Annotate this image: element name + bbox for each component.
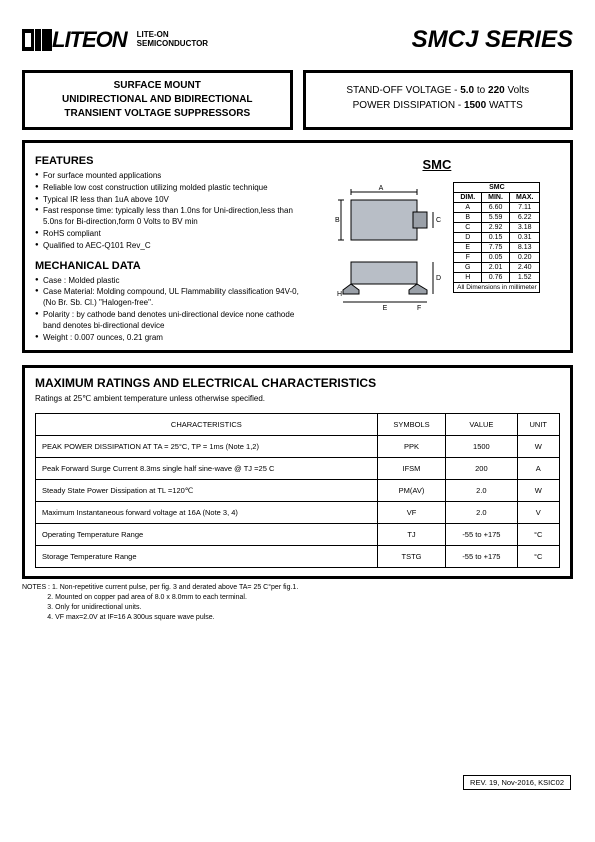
tag-l2: SEMICONDUCTOR bbox=[137, 40, 208, 49]
dimension-table: SMCDIM.MIN.MAX.A6.607.11B5.596.22C2.923.… bbox=[453, 182, 540, 283]
left-column: FEATURES For surface mounted application… bbox=[35, 151, 306, 344]
list-item: Weight : 0.007 ounces, 0.21 gram bbox=[35, 333, 306, 344]
diagram-icon: A B C E H F D bbox=[333, 182, 443, 312]
features-list: For surface mounted applicationsReliable… bbox=[35, 171, 306, 252]
table-row: Operating Temperature RangeTJ-55 to +175… bbox=[36, 524, 560, 546]
svg-text:C: C bbox=[436, 217, 441, 224]
logo-block: LITEON LITE-ON SEMICONDUCTOR bbox=[22, 27, 208, 53]
logo: LITEON bbox=[22, 27, 127, 53]
list-item: Case : Molded plastic bbox=[35, 276, 306, 287]
header: LITEON LITE-ON SEMICONDUCTOR SMCJ SERIES bbox=[22, 18, 573, 62]
list-item: Typical IR less than 1uA above 10V bbox=[35, 195, 306, 206]
table-row: F0.050.20 bbox=[454, 253, 540, 263]
table-row: Steady State Power Dissipation at TL =12… bbox=[36, 480, 560, 502]
pt-l2: UNIDIRECTIONAL AND BIDIRECTIONAL bbox=[29, 93, 286, 107]
list-item: Case Material: Molding compound, UL Flam… bbox=[35, 287, 306, 309]
diagram-row: A B C E H F D bbox=[333, 182, 540, 314]
svg-text:B: B bbox=[335, 217, 340, 224]
product-title-box: SURFACE MOUNT UNIDIRECTIONAL AND BIDIREC… bbox=[22, 70, 293, 130]
svg-text:H: H bbox=[337, 291, 342, 298]
pt-l3: TRANSIENT VOLTAGE SUPPRESSORS bbox=[29, 107, 286, 121]
smc-label: SMC bbox=[422, 157, 451, 172]
svg-text:A: A bbox=[379, 185, 384, 192]
series-title: SMCJ SERIES bbox=[412, 26, 573, 54]
brand-text: LITEON bbox=[52, 27, 127, 53]
svg-text:D: D bbox=[436, 275, 441, 282]
list-item: Reliable low cost construction utilizing… bbox=[35, 183, 306, 194]
table-row: G2.012.40 bbox=[454, 263, 540, 273]
dim-footer: All Dimensions in millimeter bbox=[453, 283, 540, 293]
list-item: Polarity : by cathode band denotes uni-d… bbox=[35, 310, 306, 332]
table-row: B5.596.22 bbox=[454, 213, 540, 223]
spec-l2: POWER DISSIPATION - 1500 WATTS bbox=[310, 98, 567, 113]
table-row: C2.923.18 bbox=[454, 223, 540, 233]
characteristics-table: CHARACTERISTICSSYMBOLSVALUEUNITPEAK POWE… bbox=[35, 413, 560, 568]
list-item: RoHS compliant bbox=[35, 229, 306, 240]
spec-l1: STAND-OFF VOLTAGE - 5.0 to 220 Volts bbox=[310, 83, 567, 98]
table-row: Peak Forward Surge Current 8.3ms single … bbox=[36, 458, 560, 480]
top-boxes: SURFACE MOUNT UNIDIRECTIONAL AND BIDIREC… bbox=[22, 70, 573, 130]
ratings-sub: Ratings at 25℃ ambient temperature unles… bbox=[35, 394, 560, 403]
table-row: Maximum Instantaneous forward voltage at… bbox=[36, 502, 560, 524]
table-row: PEAK POWER DISSIPATION AT TA = 25°C, TP … bbox=[36, 436, 560, 458]
main-box: FEATURES For surface mounted application… bbox=[22, 140, 573, 353]
table-row: H0.761.52 bbox=[454, 273, 540, 283]
table-row: Storage Temperature RangeTSTG-55 to +175… bbox=[36, 546, 560, 568]
mechanical-list: Case : Molded plasticCase Material: Mold… bbox=[35, 276, 306, 344]
table-row: D0.150.31 bbox=[454, 233, 540, 243]
table-row: A6.607.11 bbox=[454, 203, 540, 213]
ratings-box: MAXIMUM RATINGS AND ELECTRICAL CHARACTER… bbox=[22, 365, 573, 579]
list-item: Qualified to AEC-Q101 Rev_C bbox=[35, 241, 306, 252]
table-row: E7.758.13 bbox=[454, 243, 540, 253]
notes: NOTES : 1. Non-repetitive current pulse,… bbox=[22, 583, 573, 622]
svg-text:E: E bbox=[383, 305, 388, 312]
brand-tagline: LITE-ON SEMICONDUCTOR bbox=[137, 31, 208, 49]
logo-icon bbox=[22, 27, 52, 53]
pt-l1: SURFACE MOUNT bbox=[29, 79, 286, 93]
specs-box: STAND-OFF VOLTAGE - 5.0 to 220 Volts POW… bbox=[303, 70, 574, 130]
package-diagram: A B C E H F D bbox=[333, 182, 443, 314]
list-item: Fast response time: typically less than … bbox=[35, 206, 306, 228]
right-column: SMC A B C bbox=[314, 151, 560, 344]
mechanical-heading: MECHANICAL DATA bbox=[35, 260, 306, 272]
ratings-heading: MAXIMUM RATINGS AND ELECTRICAL CHARACTER… bbox=[35, 376, 560, 390]
revision-label: REV. 19, Nov-2016, KSIC02 bbox=[463, 775, 571, 790]
list-item: For surface mounted applications bbox=[35, 171, 306, 182]
features-heading: FEATURES bbox=[35, 155, 306, 167]
dimension-table-wrap: SMCDIM.MIN.MAX.A6.607.11B5.596.22C2.923.… bbox=[453, 182, 540, 293]
svg-text:F: F bbox=[417, 305, 421, 312]
